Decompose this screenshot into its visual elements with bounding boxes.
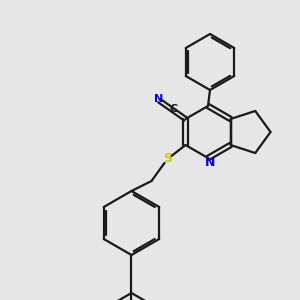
- Text: N: N: [205, 155, 215, 169]
- Text: C: C: [169, 104, 177, 114]
- Text: S: S: [163, 152, 172, 166]
- Text: N: N: [154, 94, 163, 103]
